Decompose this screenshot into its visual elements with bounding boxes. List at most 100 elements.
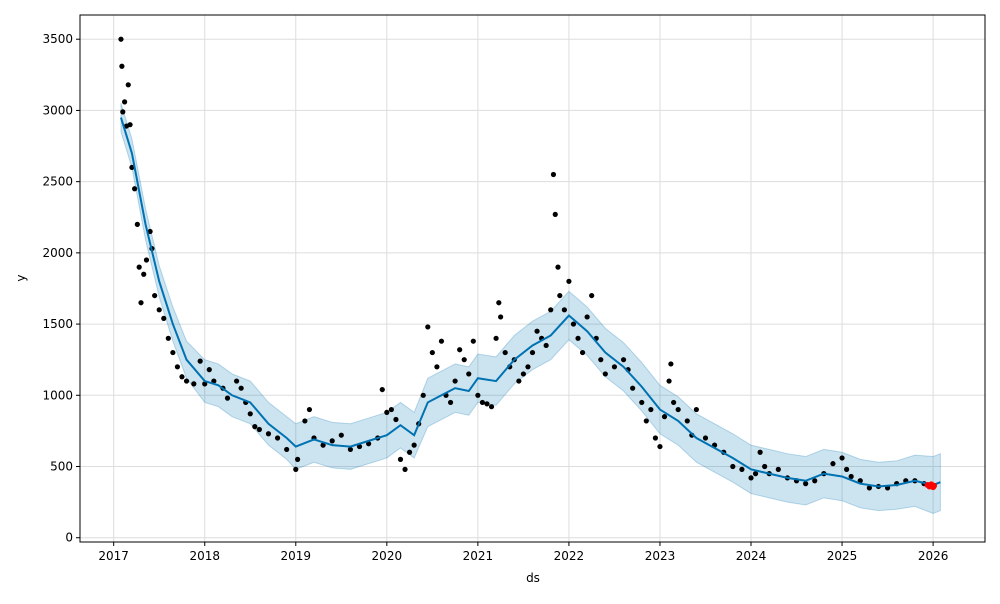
observed-point: [470, 338, 476, 344]
observed-point: [165, 335, 171, 341]
observed-point: [411, 442, 417, 448]
observed-point: [803, 481, 809, 487]
ticks: 2017 2018 2019 2020 2021 2022 2023 2024 2025 2026…: [42, 32, 948, 563]
observed-point: [356, 443, 363, 450]
axes-frame: [79, 14, 986, 543]
x-tick-label: 2019: [281, 549, 312, 563]
observed-point: [498, 314, 504, 320]
observed-point: [438, 338, 445, 344]
observed-point: [402, 466, 408, 472]
observed-point: [548, 307, 554, 313]
observed-point: [447, 399, 454, 406]
uncertainty-band: [120, 103, 941, 515]
observed-point: [830, 461, 836, 467]
observed-point: [295, 456, 301, 462]
x-tick-label: 2018: [189, 549, 220, 563]
observed-point: [466, 371, 472, 377]
observed-point: [661, 414, 668, 420]
observed-point: [320, 442, 326, 448]
forecast-line: [120, 117, 941, 488]
observed-point: [147, 228, 153, 235]
observed-point: [693, 406, 699, 413]
observed-point: [206, 367, 212, 373]
x-tick-label: 2026: [918, 549, 949, 563]
observed-point: [552, 211, 558, 218]
observed-point: [366, 441, 372, 447]
observed-point: [561, 307, 567, 313]
observed-point: [393, 416, 399, 423]
y-tick-label: 1000: [42, 388, 73, 402]
observed-point: [406, 449, 413, 455]
observed-point: [384, 409, 390, 415]
observed-point: [132, 186, 138, 192]
observed-point: [730, 463, 736, 470]
observed-point: [265, 431, 272, 437]
observed-point: [848, 473, 854, 480]
observed-point: [274, 435, 281, 441]
observed-point: [388, 406, 394, 413]
observed-point: [479, 399, 486, 406]
recent-point: [931, 482, 938, 489]
observed-point: [516, 378, 522, 384]
observed-point: [630, 385, 636, 391]
observed-point: [598, 357, 604, 363]
observed-point: [143, 257, 150, 263]
recent-points: [924, 481, 938, 491]
observed-point: [247, 411, 253, 417]
observed-point: [434, 364, 440, 370]
y-tick-label: 1500: [42, 317, 73, 331]
observed-point: [183, 378, 190, 384]
observed-point: [529, 349, 536, 356]
observed-point: [191, 381, 197, 387]
observed-point: [812, 478, 818, 484]
observed-point: [675, 406, 681, 413]
observed-point: [252, 424, 258, 430]
observed-point: [555, 264, 561, 270]
observed-point: [668, 361, 674, 367]
x-tick-label: 2023: [645, 549, 676, 563]
observed-point: [302, 418, 308, 424]
observed-point: [329, 438, 335, 444]
x-tick-label: 2024: [736, 549, 767, 563]
observed-point: [141, 271, 147, 277]
observed-point: [620, 357, 627, 363]
observed-point: [550, 171, 557, 178]
observed-point: [224, 395, 231, 401]
observed-point: [496, 300, 502, 306]
observed-point: [611, 364, 618, 370]
observed-point: [127, 122, 133, 128]
observed-point: [543, 342, 549, 349]
x-axis-label: ds: [526, 571, 540, 585]
x-tick-label: 2022: [554, 549, 585, 563]
observed-point: [170, 349, 176, 356]
x-tick-label: 2020: [372, 549, 403, 563]
observed-point: [762, 463, 768, 470]
observed-point: [757, 449, 763, 455]
grid: [80, 15, 985, 542]
observed-point: [397, 456, 404, 462]
observed-point: [775, 466, 781, 472]
observed-point: [238, 385, 244, 391]
observed-point: [584, 314, 590, 320]
observed-point: [452, 378, 458, 384]
observed-point: [179, 374, 185, 380]
observed-point: [570, 321, 577, 327]
y-tick-label: 0: [65, 531, 73, 545]
observed-point: [138, 300, 144, 306]
observed-point: [566, 278, 572, 284]
y-tick-label: 500: [50, 460, 73, 474]
observed-point: [671, 399, 677, 406]
observed-point: [119, 63, 125, 69]
observed-point: [525, 364, 531, 370]
observed-point: [534, 328, 540, 334]
observed-point: [579, 349, 586, 356]
observed-point: [748, 475, 754, 481]
observed-point: [643, 418, 649, 424]
observed-point: [256, 426, 262, 433]
observed-point: [120, 109, 126, 115]
observed-point: [502, 349, 508, 356]
observed-point: [284, 446, 290, 453]
observed-point: [493, 335, 499, 341]
y-tick-label: 2000: [42, 246, 73, 260]
